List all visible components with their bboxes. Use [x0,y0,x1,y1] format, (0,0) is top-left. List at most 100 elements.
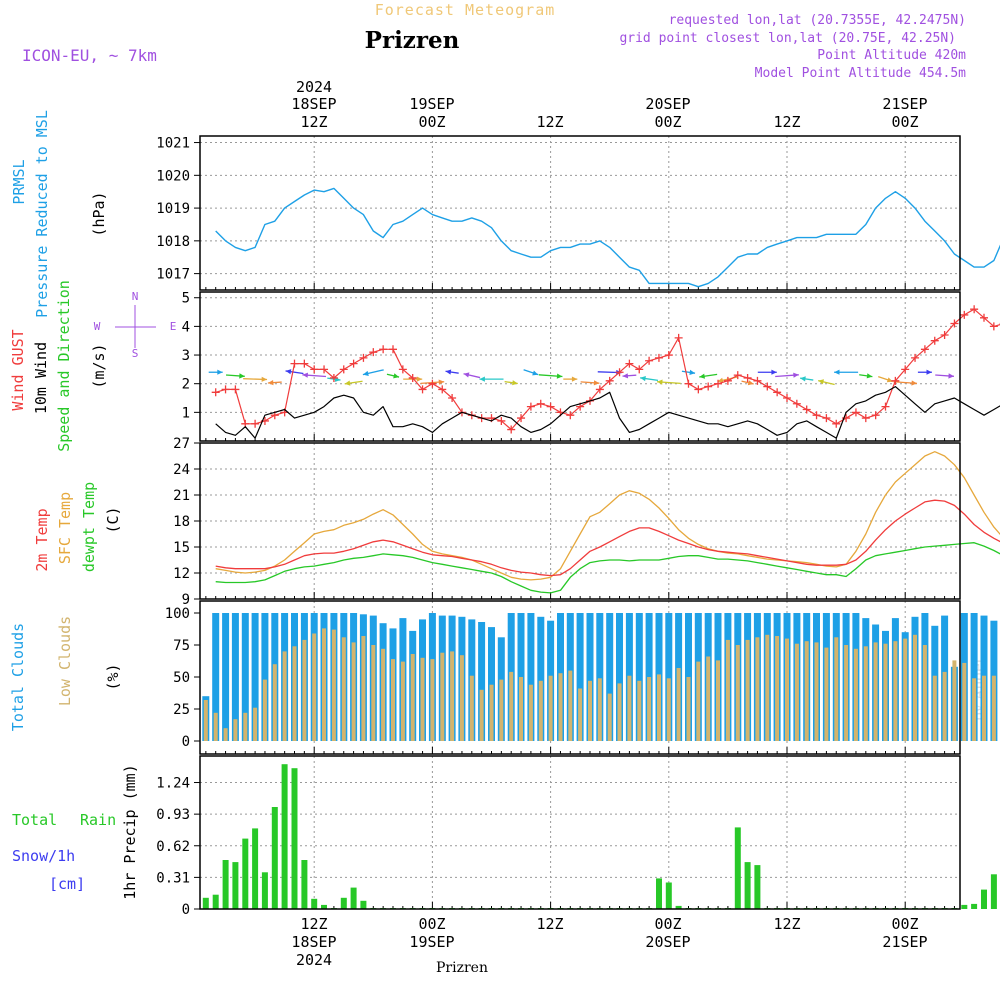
gust-marker [654,353,663,362]
wind-direction-arrowhead [302,372,308,378]
total-cloud-bar [478,622,486,741]
gust-marker [753,376,762,385]
gust-marker [349,359,358,368]
low-cloud-bar [696,661,701,741]
temp-label-2m: 2m Temp [33,508,51,571]
wind-speed-line [215,386,1000,439]
precip-label-total: Total [12,811,57,829]
precipitation-panel: 0 0.31 0.62 0.93 1.24 [156,755,997,918]
total-cloud-bar [606,613,614,741]
low-cloud-bar [863,646,868,741]
gust-marker [497,416,506,425]
grid-point-coords: grid point closest lon,lat (20.75E, 42.2… [619,31,956,46]
wind-direction-arrowhead [217,369,223,375]
rain-bar [311,898,318,909]
sfc-temp-line [215,451,1000,581]
low-cloud-bar [499,679,504,741]
bottom-axis-date: 20SEP [645,933,690,951]
low-cloud-bar [716,660,720,741]
gust-marker [211,388,220,397]
low-cloud-bar [617,683,622,741]
compass-north: N [132,290,139,303]
rain-bar [261,872,268,909]
low-cloud-bar [420,657,425,741]
low-cloud-bar [568,670,573,741]
low-cloud-bar [853,648,858,741]
low-cloud-bar [647,677,652,741]
low-cloud-bar [765,634,770,741]
gust-marker [792,399,801,408]
gust-marker [635,365,644,374]
bottom-axis-hour: 12Z [300,915,327,933]
temp-ytick-label: 12 [173,566,190,582]
gust-marker [595,385,604,394]
cloud-label-low: Low Clouds [56,616,74,706]
rain-bar [212,894,219,909]
temp-ytick-label: 9 [182,592,190,608]
wind-direction-arrowhead [622,373,629,379]
total-cloud-bar [222,613,230,741]
gust-marker [251,419,260,428]
compass-south: S [132,347,139,360]
low-cloud-bar [588,680,592,741]
gust-marker [940,330,949,339]
gust-marker [901,365,910,374]
total-cloud-bar [635,613,643,741]
total-cloud-bar [576,613,584,741]
gust-marker [320,365,329,374]
total-cloud-bar [970,613,978,741]
rain-bar [242,838,249,909]
low-cloud-bar [489,684,494,741]
wind-ytick-label: 5 [182,291,190,307]
precip-ytick-label: 0 [182,902,190,918]
gust-marker [428,379,437,388]
low-cloud-bar [657,674,661,741]
dewpt-line [215,542,1000,594]
low-cloud-bar [361,636,366,741]
top-axis-hour: 00Z [418,113,445,131]
rain-bar [961,904,968,909]
precip-label-cm: [cm] [49,875,85,893]
cloud-unit: (%) [104,663,122,690]
wind-direction-arrowhead [657,379,663,385]
low-cloud-bar [735,645,740,741]
low-cloud-bar [519,677,523,741]
low-cloud-bar [381,648,386,741]
gust-marker [300,359,309,368]
wind-direction-arrowhead [362,370,369,376]
precip-ytick-label: 1.24 [156,776,190,792]
gust-marker [802,405,811,414]
temp-ytick-label: 21 [173,488,190,504]
low-cloud-bar [351,642,356,741]
low-cloud-bar [322,628,326,741]
gust-marker [517,414,526,423]
low-cloud-bar [312,633,317,741]
low-cloud-bar [302,639,307,741]
low-cloud-bar [272,664,277,741]
gust-marker [221,385,230,394]
low-cloud-bar [873,642,878,741]
gust-marker [674,333,683,342]
low-cloud-bar [459,655,464,741]
model-point-altitude: Model Point Altitude 454.5m [755,66,966,81]
low-cloud-bar [686,677,691,741]
low-cloud-bar [469,675,474,741]
wind-direction-arrowhead [793,372,799,378]
low-cloud-bar [922,645,927,741]
wind-direction-arrowhead [512,380,518,386]
gust-marker [310,365,319,374]
rain-bar [990,874,997,909]
wind-direction-arrowhead [571,376,578,382]
low-cloud-bar [962,662,967,741]
rain-bar [291,768,298,909]
gust-marker [871,411,880,420]
gust-marker [605,376,614,385]
precip-label-snow: Snow/1h [12,847,75,865]
low-cloud-bar [528,684,533,741]
location-title: Prizren [365,27,460,54]
low-cloud-bar [972,678,977,741]
wind-direction-arrowhead [886,377,893,383]
wind-ytick-label: 4 [182,319,190,335]
low-cloud-bar [913,634,917,741]
rain-bar [350,887,357,909]
